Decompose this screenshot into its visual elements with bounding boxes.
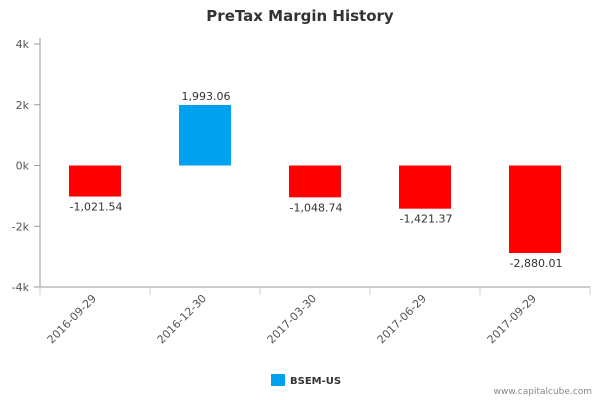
bar-2017-06-29[interactable] bbox=[399, 165, 451, 209]
y-tick-label: 0k bbox=[16, 160, 30, 173]
legend[interactable]: BSEM-US bbox=[271, 374, 341, 387]
y-tick-label: -2k bbox=[12, 220, 30, 233]
y-axis: 4k 2k 0k -2k -4k bbox=[12, 38, 41, 294]
bar-2017-09-29[interactable] bbox=[509, 165, 561, 253]
bar-2016-12-30[interactable] bbox=[179, 104, 231, 166]
bars bbox=[69, 104, 561, 253]
x-tick-label: 2017-09-29 bbox=[485, 292, 539, 346]
y-tick-label: -4k bbox=[12, 281, 30, 294]
data-label: 1,993.06 bbox=[182, 90, 231, 103]
bar-2017-03-30[interactable] bbox=[289, 165, 341, 198]
data-label: -1,021.54 bbox=[70, 201, 123, 214]
data-label: -1,048.74 bbox=[290, 201, 343, 214]
data-label: -2,880.01 bbox=[510, 257, 563, 270]
x-tick-label: 2016-09-29 bbox=[45, 292, 99, 346]
x-axis: 2016-09-29 2016-12-30 2017-03-30 2017-06-29… bbox=[39, 286, 591, 346]
data-labels: -1,021.54 1,993.06 -1,048.74 -1,421.37 -2,88… bbox=[70, 90, 563, 270]
data-label: -1,421.37 bbox=[400, 213, 453, 226]
y-tick-label: 4k bbox=[16, 38, 30, 51]
x-tick-label: 2017-06-29 bbox=[375, 292, 429, 346]
legend-label-bsem-us: BSEM-US bbox=[290, 376, 341, 387]
legend-swatch-bsem-us bbox=[271, 374, 285, 386]
bar-2016-09-29[interactable] bbox=[69, 165, 121, 197]
chart-title: PreTax Margin History bbox=[206, 7, 394, 25]
y-tick-label: 2k bbox=[16, 99, 30, 112]
credit-text[interactable]: www.capitalcube.com bbox=[494, 387, 592, 397]
x-tick-label: 2017-03-30 bbox=[265, 292, 319, 346]
x-tick-label: 2016-12-30 bbox=[155, 292, 209, 346]
